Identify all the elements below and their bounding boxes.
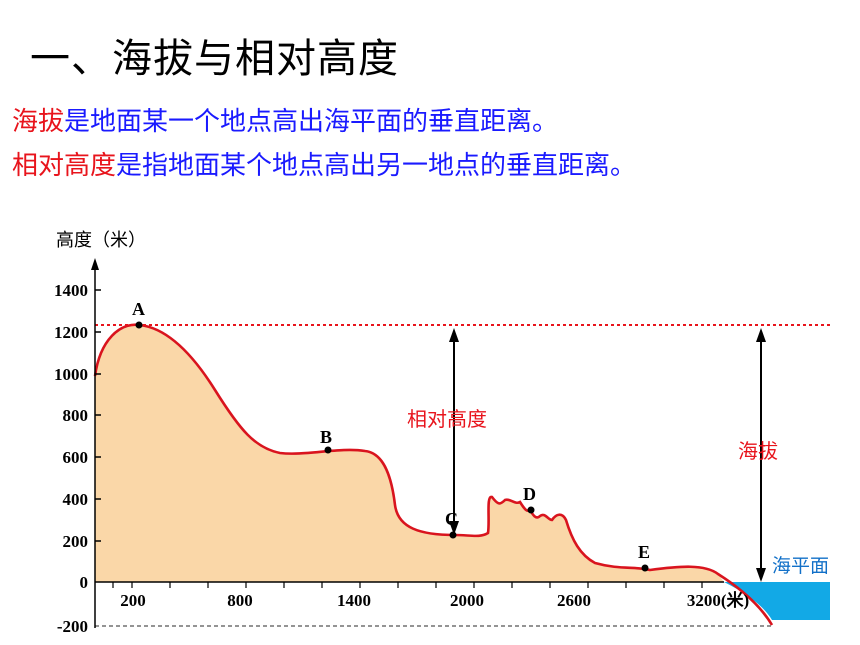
y-tick-label-minus-200: -200 <box>57 617 88 636</box>
y-tick-label-600: 600 <box>63 448 89 467</box>
relative-height-arrow-top-icon <box>449 328 459 342</box>
point-d-marker <box>527 506 535 514</box>
y-tick-label-1200: 1200 <box>54 323 88 342</box>
y-axis-title: 高度（米） <box>56 230 146 251</box>
y-tick-label-800: 800 <box>63 406 89 425</box>
terrain-fill <box>95 324 724 582</box>
y-tick-label-1000: 1000 <box>54 365 88 384</box>
point-a-label: A <box>132 299 145 319</box>
y-tick-label-400: 400 <box>63 490 89 509</box>
y-tick-marks <box>95 289 101 542</box>
point-b-label: B <box>320 427 332 447</box>
y-tick-label-1400: 1400 <box>54 281 88 300</box>
relative-height-arrow-bottom-icon <box>449 521 459 535</box>
altitude-definition: 海拔是地面某一个地点高出海平面的垂直距离。 <box>12 102 558 142</box>
sea-level-label: 海平面 <box>772 555 829 577</box>
point-a-marker <box>135 321 143 329</box>
point-b-marker <box>324 446 332 454</box>
x-tick-label-2600: 2600 <box>557 591 591 610</box>
altitude-arrow-bottom-icon <box>756 568 766 582</box>
relative-height-term: 相对高度 <box>12 151 117 181</box>
altitude-label: 海拔 <box>738 439 778 463</box>
altitude-term: 海拔 <box>12 107 65 137</box>
relative-height-label: 相对高度 <box>407 407 487 431</box>
point-e-label: E <box>638 542 650 562</box>
y-tick-label-0: 0 <box>80 573 89 592</box>
y-axis-arrow-icon <box>91 258 99 270</box>
relative-height-text: 是指地面某个地点高出另一地点的垂直距离。 <box>116 151 637 181</box>
x-tick-label-800: 800 <box>227 591 253 610</box>
x-tick-marks <box>112 582 703 588</box>
y-tick-label-200: 200 <box>63 532 89 551</box>
sea-water <box>724 582 830 620</box>
relative-height-definition: 相对高度是指地面某个地点高出另一地点的垂直距离。 <box>12 146 636 186</box>
x-tick-label-3200: 3200(米) <box>687 590 749 610</box>
terrain-profile-line <box>93 323 774 626</box>
point-e-marker <box>641 564 649 572</box>
altitude-arrow-top-icon <box>756 328 766 342</box>
altitude-text: 是地面某一个地点高出海平面的垂直距离。 <box>64 107 559 137</box>
point-d-label: D <box>523 484 536 504</box>
page-title: 一、海拔与相对高度 <box>30 36 399 82</box>
point-c-marker <box>449 531 457 539</box>
x-tick-label-200: 200 <box>120 591 146 610</box>
x-tick-label-2000: 2000 <box>450 591 484 610</box>
x-tick-label-1400: 1400 <box>337 591 371 610</box>
